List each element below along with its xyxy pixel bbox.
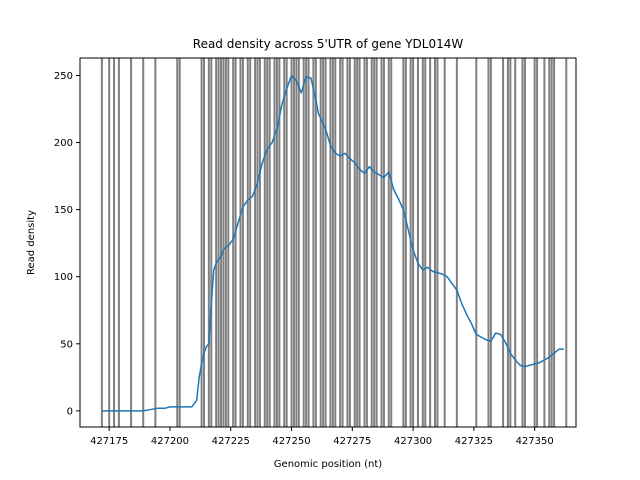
y-axis-label: Read density — [26, 210, 37, 275]
x-tick-label: 427350 — [516, 436, 554, 447]
x-tick-label: 427175 — [90, 436, 128, 447]
y-tick-label: 200 — [54, 138, 73, 149]
x-tick-label: 427225 — [212, 436, 250, 447]
x-tick-label: 427200 — [151, 436, 189, 447]
y-tick-label: 150 — [54, 205, 73, 216]
y-axis-ticks: 0 50 100 150 200 250 — [54, 71, 80, 417]
read-density-series-line — [101, 74, 564, 412]
x-tick-label: 427275 — [333, 436, 371, 447]
y-tick-label: 250 — [54, 71, 73, 82]
vertical-marker-lines — [100, 58, 568, 427]
x-tick-label: 427300 — [394, 436, 432, 447]
y-tick-label: 50 — [60, 339, 73, 350]
series-group — [101, 74, 564, 412]
y-tick-label: 0 — [67, 406, 73, 417]
plot-area-frame — [79, 57, 577, 428]
x-axis-ticks: 427175 427200 427225 427250 427275 427300 4273… — [90, 427, 554, 447]
x-axis-label: Genomic position (nt) — [274, 459, 383, 470]
y-tick-label: 100 — [54, 272, 73, 283]
chart-title: Read density across 5'UTR of gene YDL014… — [193, 37, 464, 51]
x-tick-label: 427325 — [455, 436, 493, 447]
x-tick-label: 427250 — [272, 436, 310, 447]
